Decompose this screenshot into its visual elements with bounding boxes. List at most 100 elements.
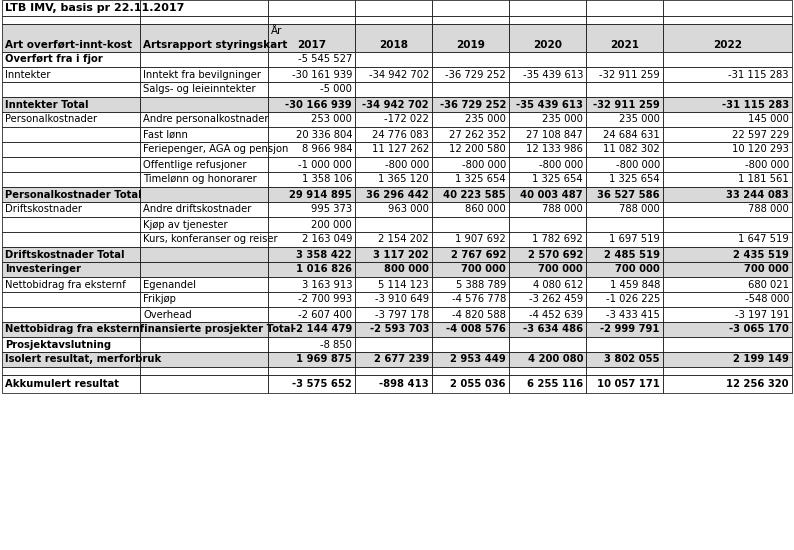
Bar xyxy=(432,352,509,367)
Bar xyxy=(432,337,509,352)
Bar xyxy=(663,157,792,172)
Text: -8 850: -8 850 xyxy=(320,339,352,349)
Bar xyxy=(2,0,140,16)
Bar xyxy=(509,375,586,393)
Bar xyxy=(355,247,432,262)
Bar xyxy=(355,0,432,16)
Bar xyxy=(663,277,792,292)
Bar xyxy=(355,292,432,307)
Bar xyxy=(268,202,355,217)
Text: 12 133 986: 12 133 986 xyxy=(526,145,583,155)
Text: 40 223 585: 40 223 585 xyxy=(443,190,506,200)
Bar xyxy=(140,217,268,232)
Text: 3 117 202: 3 117 202 xyxy=(373,250,429,260)
Bar xyxy=(140,232,268,247)
Bar xyxy=(140,367,268,375)
Text: 2 767 692: 2 767 692 xyxy=(451,250,506,260)
Bar xyxy=(663,112,792,127)
Text: 11 082 302: 11 082 302 xyxy=(603,145,660,155)
Bar xyxy=(586,202,663,217)
Bar xyxy=(586,52,663,67)
Bar xyxy=(2,262,140,277)
Text: 5 388 789: 5 388 789 xyxy=(456,279,506,289)
Text: Artsrapport styringskart: Artsrapport styringskart xyxy=(143,40,287,50)
Text: 800 000: 800 000 xyxy=(384,265,429,274)
Text: 700 000: 700 000 xyxy=(615,265,660,274)
Text: -5 000: -5 000 xyxy=(320,85,352,95)
Bar xyxy=(432,172,509,187)
Bar xyxy=(2,67,140,82)
Bar xyxy=(2,352,140,367)
Bar xyxy=(268,16,355,24)
Text: 2 154 202: 2 154 202 xyxy=(379,234,429,245)
Text: Akkumulert resultat: Akkumulert resultat xyxy=(5,379,119,389)
Text: 12 200 580: 12 200 580 xyxy=(449,145,506,155)
Text: 1 358 106: 1 358 106 xyxy=(302,174,352,184)
Bar xyxy=(140,247,268,262)
Text: -3 065 170: -3 065 170 xyxy=(729,324,789,334)
Text: -31 115 283: -31 115 283 xyxy=(729,69,789,80)
Bar xyxy=(509,232,586,247)
Text: 22 597 229: 22 597 229 xyxy=(732,129,789,140)
Bar xyxy=(140,322,268,337)
Text: Fast lønn: Fast lønn xyxy=(143,129,188,140)
Text: -1 026 225: -1 026 225 xyxy=(606,294,660,305)
Bar xyxy=(355,24,432,52)
Bar xyxy=(140,16,268,24)
Bar xyxy=(355,217,432,232)
Text: 235 000: 235 000 xyxy=(619,114,660,124)
Bar xyxy=(355,157,432,172)
Bar xyxy=(268,322,355,337)
Text: 1 325 654: 1 325 654 xyxy=(532,174,583,184)
Text: 36 527 586: 36 527 586 xyxy=(597,190,660,200)
Bar xyxy=(432,112,509,127)
Bar xyxy=(663,352,792,367)
Bar xyxy=(586,375,663,393)
Text: Andre driftskostnader: Andre driftskostnader xyxy=(143,205,252,214)
Text: 29 914 895: 29 914 895 xyxy=(289,190,352,200)
Bar xyxy=(586,157,663,172)
Bar xyxy=(509,322,586,337)
Text: -548 000: -548 000 xyxy=(745,294,789,305)
Text: Nettobidrag fra eksternf: Nettobidrag fra eksternf xyxy=(5,279,125,289)
Text: Andre personalkostnader: Andre personalkostnader xyxy=(143,114,268,124)
Bar xyxy=(140,375,268,393)
Text: 1 697 519: 1 697 519 xyxy=(609,234,660,245)
Bar xyxy=(2,157,140,172)
Bar xyxy=(663,16,792,24)
Bar xyxy=(586,0,663,16)
Bar xyxy=(140,307,268,322)
Text: Art overført-innt-kost: Art overført-innt-kost xyxy=(5,40,132,50)
Text: -172 022: -172 022 xyxy=(384,114,429,124)
Text: 860 000: 860 000 xyxy=(465,205,506,214)
Text: 2 953 449: 2 953 449 xyxy=(450,355,506,365)
Bar xyxy=(140,82,268,97)
Bar xyxy=(663,172,792,187)
Text: 1 969 875: 1 969 875 xyxy=(296,355,352,365)
Bar xyxy=(355,97,432,112)
Text: -31 115 283: -31 115 283 xyxy=(722,100,789,109)
Bar xyxy=(586,112,663,127)
Text: Frikjøp: Frikjøp xyxy=(143,294,176,305)
Text: 145 000: 145 000 xyxy=(748,114,789,124)
Text: 24 776 083: 24 776 083 xyxy=(372,129,429,140)
Text: Kurs, konferanser og reiser: Kurs, konferanser og reiser xyxy=(143,234,278,245)
Bar xyxy=(268,292,355,307)
Text: 1 325 654: 1 325 654 xyxy=(609,174,660,184)
Text: 1 907 692: 1 907 692 xyxy=(455,234,506,245)
Text: 680 021: 680 021 xyxy=(748,279,789,289)
Text: 33 244 083: 33 244 083 xyxy=(727,190,789,200)
Bar xyxy=(268,112,355,127)
Text: -2 144 479: -2 144 479 xyxy=(291,324,352,334)
Text: -2 593 703: -2 593 703 xyxy=(370,324,429,334)
Bar xyxy=(509,0,586,16)
Text: 2022: 2022 xyxy=(713,40,742,50)
Bar xyxy=(663,247,792,262)
Bar xyxy=(663,0,792,16)
Bar xyxy=(2,337,140,352)
Bar xyxy=(586,97,663,112)
Bar xyxy=(586,142,663,157)
Text: 3 802 055: 3 802 055 xyxy=(604,355,660,365)
Bar xyxy=(432,52,509,67)
Text: -800 000: -800 000 xyxy=(616,160,660,169)
